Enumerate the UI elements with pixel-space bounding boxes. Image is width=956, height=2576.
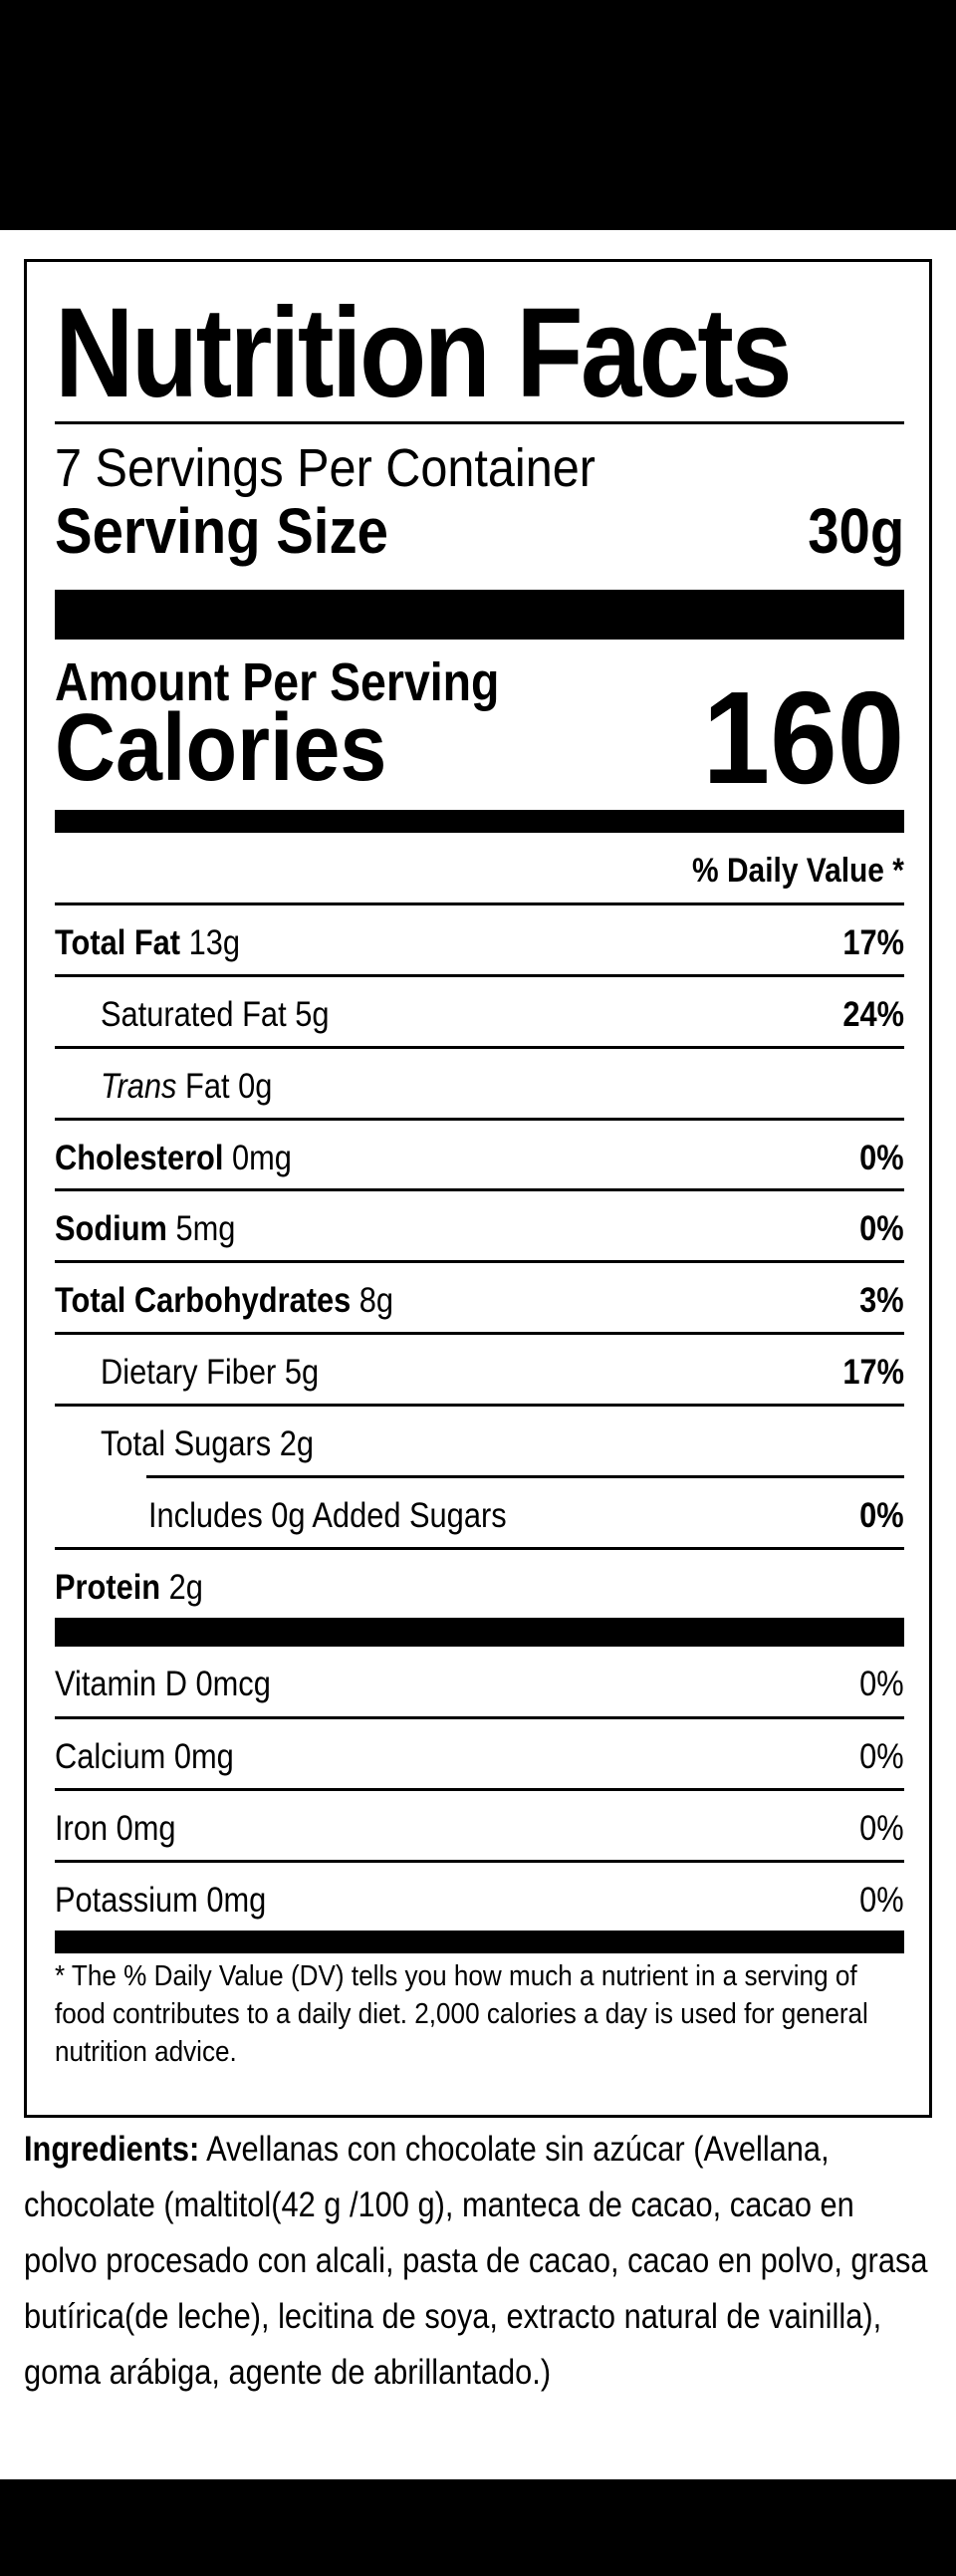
nutrient-name: Sodium [55,1209,167,1248]
nutrient-row-cholesterol: Cholesterol 0mg 0% [55,1121,904,1192]
serving-size-label: Serving Size [55,495,388,567]
row-divider [55,1860,904,1863]
vitamin-name: Vitamin D [55,1665,187,1703]
ingredients-text: Avellanas con chocolate sin azúcar (Avel… [24,2130,928,2392]
row-divider [55,1118,904,1121]
row-divider [55,902,904,905]
nutrient-amount: 13g [188,923,241,962]
nutrient-amount: 0g [238,1067,273,1106]
ingredients-label: Ingredients: [24,2130,200,2169]
nutrient-row-protein: Protein 2g [55,1550,904,1622]
thick-divider-calories [55,810,904,833]
nutrient-dv: 0% [859,1496,904,1535]
nutrient-amount: 5g [284,1353,320,1392]
vitamin-row-iron: Iron 0mg 0% [55,1791,904,1863]
row-divider [55,1404,904,1407]
calories-label: Calories [55,694,387,801]
vitamin-dv: 0% [859,1881,904,1920]
nutrient-row-added-sugars: Includes 0g Added Sugars 0% [55,1478,904,1550]
nutrient-amount: 2g [168,1568,203,1607]
nutrient-name: Cholesterol [55,1139,224,1177]
bottom-black-bar [0,2479,956,2576]
nutrient-row-sodium: Sodium 5mg 0% [55,1191,904,1263]
nutrient-name: Dietary Fiber [101,1353,277,1392]
nutrient-row-saturated-fat: Saturated Fat 5g 24% [55,977,904,1049]
nutrient-row-dietary-fiber: Dietary Fiber 5g 17% [55,1335,904,1407]
nutrient-amount: 5g [295,995,330,1034]
added-sugars-divider [146,1475,904,1478]
nutrient-name: Total Fat [55,923,181,962]
nutrient-row-trans-fat: Trans Fat 0g [55,1049,904,1121]
vitamin-amount: 0mcg [195,1665,271,1703]
nutrient-name: Total Sugars [101,1424,272,1463]
nutrient-dv: 17% [842,923,904,962]
nutrient-name: Protein [55,1568,161,1607]
daily-value-header: % Daily Value * [692,852,904,890]
nutrient-amount: 0mg [232,1139,292,1177]
servings-per-container: 7 Servings Per Container [55,438,596,498]
row-divider [55,1716,904,1719]
thick-divider-footnote [55,1931,904,1953]
nutrient-dv: 17% [842,1353,904,1392]
nutrient-row-total-fat: Total Fat 13g 17% [55,905,904,977]
nutrient-amount: 2g [279,1424,315,1463]
vitamin-name: Potassium [55,1881,198,1920]
vitamin-name: Iron [55,1809,109,1848]
nutrient-name-italic: Trans [101,1067,177,1106]
nutrient-dv: 3% [859,1281,904,1320]
nutrient-row-total-carbohydrates: Total Carbohydrates 8g 3% [55,1263,904,1335]
row-divider [55,1788,904,1791]
label-title: Nutrition Facts [55,282,793,424]
vitamin-amount: 0mg [206,1881,267,1920]
row-divider [55,1188,904,1191]
vitamin-amount: 0mg [173,1737,234,1776]
nutrient-dv: 24% [842,995,904,1034]
nutrition-facts-label: Nutrition Facts 7 Servings Per Container… [24,259,932,2118]
nutrient-amount: 5mg [175,1209,236,1248]
vitamin-amount: 0mg [116,1809,176,1848]
top-black-bar [0,0,956,230]
vitamin-row-potassium: Potassium 0mg 0% [55,1863,904,1934]
nutrient-dv: 0% [859,1139,904,1177]
nutrient-name: Saturated Fat [101,995,287,1034]
vitamin-dv: 0% [859,1665,904,1703]
vitamin-row-calcium: Calcium 0mg 0% [55,1719,904,1791]
calories-value: 160 [702,664,904,811]
nutrient-dv: 0% [859,1209,904,1248]
thick-divider-vitamins [55,1618,904,1647]
vitamin-name: Calcium [55,1737,166,1776]
nutrient-amount: 8g [358,1281,394,1320]
row-divider [55,1046,904,1049]
title-divider [55,421,904,424]
nutrient-name: Fat [185,1067,230,1106]
row-divider [55,1332,904,1335]
vitamin-dv: 0% [859,1737,904,1776]
row-divider [55,1547,904,1550]
nutrient-name: Includes 0g Added Sugars [148,1496,507,1535]
row-divider [55,974,904,977]
vitamin-row-vitamin-d: Vitamin D 0mcg 0% [55,1647,904,1718]
serving-size-value: 30g [807,495,904,567]
row-divider [55,1260,904,1263]
thick-divider-serving [55,590,904,640]
nutrient-row-total-sugars: Total Sugars 2g [55,1407,904,1478]
vitamin-dv: 0% [859,1809,904,1848]
nutrient-name: Total Carbohydrates [55,1281,352,1320]
amount-per-serving: Amount Per Serving [55,652,500,712]
daily-value-footnote: * The % Daily Value (DV) tells you how m… [55,1960,868,2068]
ingredients-statement: Ingredients: Avellanas con chocolate sin… [24,2122,935,2401]
